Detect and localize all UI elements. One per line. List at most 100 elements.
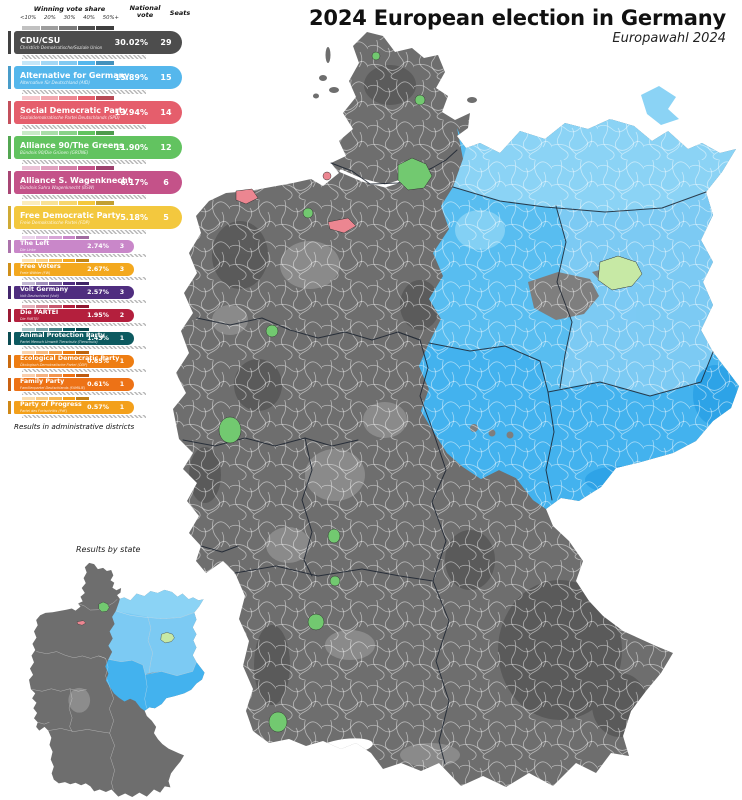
- hatch-strip: [22, 125, 146, 129]
- hatch-strip: [22, 55, 146, 59]
- party-name: The Left: [20, 240, 50, 248]
- party-pill: Alternative for Germany Alternative für …: [8, 66, 182, 89]
- spot-hamburg: [397, 157, 433, 191]
- spot-kiel: [414, 94, 426, 106]
- party-seats: 5: [163, 213, 169, 222]
- hatch-strip: [22, 323, 146, 326]
- spot-bremerhaven: [322, 171, 332, 181]
- party-pill: Ecological Democratic Party Ökologisch-D…: [8, 355, 134, 368]
- spot-freiburg: [268, 711, 288, 733]
- party-name: Social Democratic Party: [20, 105, 128, 115]
- party-accent-bar: [8, 136, 11, 159]
- spot-darmstadt: [327, 528, 341, 544]
- party-accent-bar: [8, 66, 11, 89]
- hatch-strip: [22, 90, 146, 94]
- party-seats: 1: [119, 404, 125, 411]
- legend: Winning vote share <10% 20% 30% 40% 50%+ Nat…: [8, 4, 204, 431]
- legend-row: Volt Germany Volt Deutschland (Volt) 2.5…: [8, 282, 204, 303]
- scale-tick: 40%: [83, 15, 95, 21]
- hatch-strip: [22, 160, 146, 164]
- hatch-strip: [22, 300, 146, 303]
- party-native-name: Die Linke: [20, 247, 36, 252]
- vote-share-scale: [22, 374, 204, 377]
- party-native-name: Freie Wähler (FW): [20, 270, 51, 275]
- party-pill: The Left Die Linke 2.74% 3: [8, 240, 134, 253]
- legend-row: Free Democratic Party Freie Demokratisch…: [8, 201, 204, 234]
- party-native-name: Bündnis Sahra Wagenknecht (BSW): [20, 184, 95, 190]
- legend-row: Party of Progress Partei des Fortschritt…: [8, 397, 204, 418]
- party-pill: Animal Protection Party Partei Mensch Um…: [8, 332, 134, 345]
- party-pill: Free Voters Freie Wähler (FW) 2.67% 3: [8, 263, 134, 276]
- spot-flensburg: [371, 51, 381, 61]
- party-national-vote: 2.57%: [87, 289, 109, 296]
- national-vote-label: National vote: [129, 4, 161, 20]
- party-seats: 12: [160, 143, 172, 152]
- vote-share-scale: [22, 259, 204, 262]
- spot-oldenburg: [302, 207, 314, 219]
- party-native-name: Freie Demokratische Partei (FDP): [20, 219, 90, 225]
- party-name: Free Democratic Party: [20, 210, 121, 220]
- fehmarn-island: [467, 97, 477, 103]
- party-native-name: Volt Deutschland (Volt): [20, 293, 60, 298]
- party-national-vote: 15.89%: [114, 73, 148, 82]
- scale-tick: <10%: [20, 15, 37, 21]
- party-seats: 2: [119, 312, 125, 319]
- spot-berlin: [597, 255, 643, 291]
- vote-share-scale: [22, 61, 204, 65]
- vote-share-scale: [22, 236, 204, 239]
- hatch-strip: [22, 415, 146, 418]
- islands: [313, 47, 679, 125]
- party-national-vote: 0.57%: [87, 404, 109, 411]
- spot-heidelberg: [329, 575, 341, 587]
- scale-tick: 50%+: [102, 15, 119, 21]
- vote-share-scale: [22, 26, 204, 30]
- legend-row: Free Voters Freie Wähler (FW) 2.67% 3: [8, 259, 204, 280]
- party-rows: CDU/CSU Christlich Demokratische/Soziale…: [8, 26, 204, 418]
- party-native-name: Partei Mensch Umwelt Tierschutz (Tiersch…: [20, 339, 98, 344]
- party-accent-bar: [8, 332, 11, 345]
- party-name: Animal Protection Party: [20, 332, 105, 340]
- party-accent-bar: [8, 286, 11, 299]
- party-national-vote: 1.43%: [87, 335, 109, 342]
- legend-row: Family Party Familienpartei Deutschlands…: [8, 374, 204, 395]
- party-national-vote: 5.18%: [120, 213, 148, 222]
- party-accent-bar: [8, 171, 11, 194]
- party-national-vote: 0.61%: [87, 381, 109, 388]
- party-pill: Alliance S. Wagenknecht Bündnis Sahra Wa…: [8, 171, 182, 194]
- hatch-strip: [22, 346, 146, 349]
- party-accent-bar: [8, 401, 11, 414]
- vote-share-scale: [22, 305, 204, 308]
- page-title: 2024 European election in Germany: [309, 6, 726, 30]
- vote-share-scale: [22, 201, 204, 205]
- legend-row: Die PARTEI Die PARTEI 1.95% 2: [8, 305, 204, 326]
- party-national-vote: 2.67%: [87, 266, 109, 273]
- party-national-vote: 11.90%: [114, 143, 148, 152]
- legend-row: CDU/CSU Christlich Demokratische/Soziale…: [8, 26, 204, 59]
- party-name: Volt Germany: [20, 286, 69, 294]
- party-pill: Party of Progress Partei des Fortschritt…: [8, 401, 134, 414]
- legend-row: Animal Protection Party Partei Mensch Um…: [8, 328, 204, 349]
- party-pill: Family Party Familienpartei Deutschlands…: [8, 378, 134, 391]
- party-seats: 3: [119, 289, 125, 296]
- minimap-by-state: [29, 562, 205, 797]
- party-name: Ecological Democratic Party: [20, 355, 120, 363]
- vote-share-scale: [22, 131, 204, 135]
- hatch-strip: [22, 392, 146, 395]
- spot-muenster: [265, 324, 279, 338]
- legend-row: The Left Die Linke 2.74% 3: [8, 236, 204, 257]
- party-seats: 6: [163, 178, 169, 187]
- legend-row: Social Democratic Party Sozialdemokratis…: [8, 96, 204, 129]
- party-national-vote: 6.17%: [120, 178, 148, 187]
- scale-tick: 20%: [44, 15, 56, 21]
- district-winner-spots: [218, 51, 643, 733]
- party-pill: Social Democratic Party Sozialdemokratis…: [8, 101, 182, 124]
- party-accent-bar: [8, 101, 11, 124]
- scale-tick: 30%: [63, 15, 76, 21]
- vote-share-scale: [22, 351, 204, 354]
- spot-emden: [235, 188, 259, 205]
- scale-ticks: <10% 20% 30% 40% 50%+: [20, 15, 119, 21]
- party-seats: 3: [119, 266, 125, 273]
- header: 2024 European election in Germany Europa…: [309, 6, 726, 46]
- party-accent-bar: [8, 240, 11, 253]
